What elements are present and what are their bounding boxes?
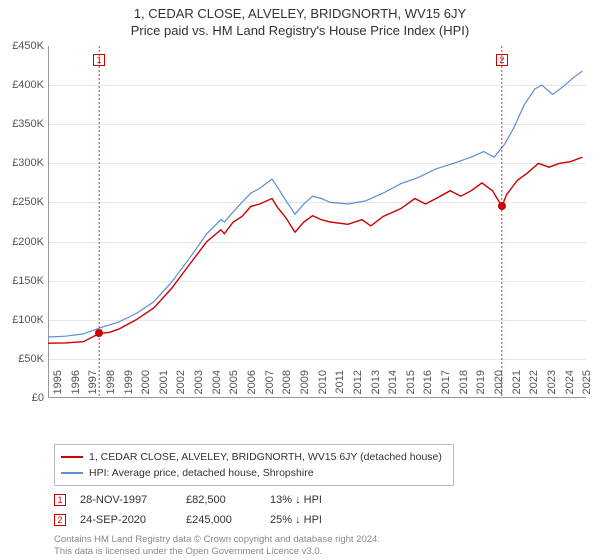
gridline-h [49, 320, 586, 321]
x-axis-label: 1999 [123, 370, 135, 402]
y-axis-label: £400K [2, 79, 44, 91]
x-axis-label: 2002 [175, 370, 187, 402]
gridline-h [49, 163, 586, 164]
x-axis-label: 2006 [246, 370, 258, 402]
y-axis-label: £200K [2, 236, 44, 248]
x-axis-label: 2015 [405, 370, 417, 402]
sales-table: 1 28-NOV-1997 £82,500 13% ↓ HPI 2 24-SEP-2020… [54, 490, 362, 530]
legend-label: HPI: Average price, detached house, Shro… [89, 467, 314, 479]
x-axis-label: 2009 [299, 370, 311, 402]
x-axis-label: 1997 [87, 370, 99, 402]
y-axis-label: £450K [2, 40, 44, 52]
x-axis-label: 2000 [140, 370, 152, 402]
footer-attribution: Contains HM Land Registry data © Crown c… [54, 534, 380, 558]
legend-row: 1, CEDAR CLOSE, ALVELEY, BRIDGNORTH, WV1… [61, 449, 447, 465]
gridline-h [49, 85, 586, 86]
legend-swatch [61, 472, 83, 474]
x-axis-label: 2023 [546, 370, 558, 402]
x-axis-label: 2014 [387, 370, 399, 402]
y-axis-label: £300K [2, 157, 44, 169]
sale-delta: 25% ↓ HPI [270, 514, 362, 526]
x-axis-label: 2008 [281, 370, 293, 402]
sale-price: £82,500 [186, 494, 256, 506]
x-axis-label: 2018 [458, 370, 470, 402]
y-axis-label: £100K [2, 314, 44, 326]
sale-marker-badge: 2 [496, 54, 508, 66]
footer-line-1: Contains HM Land Registry data © Crown c… [54, 534, 380, 546]
legend-label: 1, CEDAR CLOSE, ALVELEY, BRIDGNORTH, WV1… [89, 451, 442, 463]
gridline-h [49, 242, 586, 243]
legend-box: 1, CEDAR CLOSE, ALVELEY, BRIDGNORTH, WV1… [54, 444, 454, 486]
x-axis-label: 2010 [317, 370, 329, 402]
sale-row: 2 24-SEP-2020 £245,000 25% ↓ HPI [54, 510, 362, 530]
x-axis-label: 2020 [493, 370, 505, 402]
legend-row: HPI: Average price, detached house, Shro… [61, 465, 447, 481]
sale-row: 1 28-NOV-1997 £82,500 13% ↓ HPI [54, 490, 362, 510]
x-axis-label: 2005 [228, 370, 240, 402]
x-axis-label: 2004 [211, 370, 223, 402]
sale-row-badge: 1 [54, 494, 66, 506]
x-axis-label: 2012 [352, 370, 364, 402]
x-axis-label: 2022 [528, 370, 540, 402]
x-axis-label: 2007 [264, 370, 276, 402]
sale-row-badge: 2 [54, 514, 66, 526]
x-axis-label: 2016 [422, 370, 434, 402]
sale-price: £245,000 [186, 514, 256, 526]
x-axis-label: 2011 [334, 370, 346, 402]
chart-plot-area [48, 46, 586, 398]
y-axis-label: £50K [2, 353, 44, 365]
x-axis-label: 2019 [475, 370, 487, 402]
x-axis-label: 1995 [52, 370, 64, 402]
sale-delta: 13% ↓ HPI [270, 494, 362, 506]
y-axis-label: £150K [2, 275, 44, 287]
chart-title: 1, CEDAR CLOSE, ALVELEY, BRIDGNORTH, WV1… [0, 0, 600, 21]
legend-swatch [61, 456, 83, 458]
y-axis-label: £0 [2, 392, 44, 404]
x-axis-label: 2013 [370, 370, 382, 402]
gridline-h [49, 281, 586, 282]
chart-subtitle: Price paid vs. HM Land Registry's House … [0, 21, 600, 38]
x-axis-label: 2003 [193, 370, 205, 402]
sale-date: 24-SEP-2020 [80, 514, 172, 526]
gridline-h [49, 359, 586, 360]
x-axis-label: 2024 [564, 370, 576, 402]
x-axis-label: 2021 [511, 370, 523, 402]
x-axis-label: 2017 [440, 370, 452, 402]
gridline-h [49, 124, 586, 125]
sale-marker-badge: 1 [93, 54, 105, 66]
sale-date: 28-NOV-1997 [80, 494, 172, 506]
y-axis-label: £250K [2, 196, 44, 208]
footer-line-2: This data is licensed under the Open Gov… [54, 546, 380, 558]
x-axis-label: 1996 [70, 370, 82, 402]
x-axis-label: 2001 [158, 370, 170, 402]
x-axis-label: 2025 [581, 370, 593, 402]
x-axis-label: 1998 [105, 370, 117, 402]
y-axis-label: £350K [2, 118, 44, 130]
